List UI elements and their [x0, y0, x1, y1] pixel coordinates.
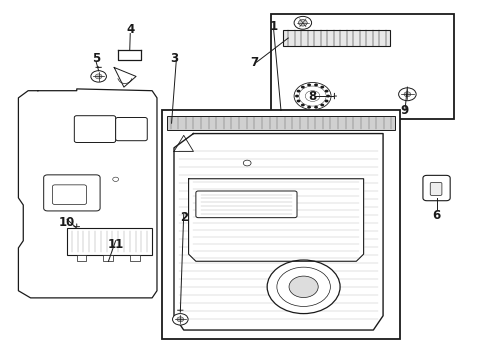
Circle shape — [294, 95, 298, 98]
FancyBboxPatch shape — [52, 185, 86, 204]
Text: 10: 10 — [59, 216, 75, 229]
Circle shape — [298, 86, 325, 106]
Circle shape — [300, 86, 304, 89]
Circle shape — [172, 314, 188, 325]
Circle shape — [296, 90, 300, 93]
Circle shape — [288, 276, 318, 297]
Circle shape — [313, 84, 317, 86]
FancyBboxPatch shape — [74, 116, 116, 143]
FancyBboxPatch shape — [116, 117, 147, 141]
Text: 1: 1 — [269, 20, 277, 33]
FancyBboxPatch shape — [196, 191, 296, 218]
Bar — [162, 111, 399, 339]
Circle shape — [325, 95, 329, 98]
Circle shape — [243, 160, 250, 166]
Bar — [67, 228, 152, 255]
Circle shape — [298, 19, 306, 26]
Circle shape — [296, 100, 300, 103]
FancyBboxPatch shape — [422, 175, 449, 201]
Polygon shape — [114, 67, 136, 87]
Text: 8: 8 — [308, 90, 316, 103]
FancyBboxPatch shape — [43, 175, 100, 211]
Circle shape — [276, 267, 330, 306]
Text: 6: 6 — [431, 209, 440, 222]
Bar — [103, 255, 113, 261]
Polygon shape — [174, 134, 382, 330]
Circle shape — [320, 104, 324, 107]
Circle shape — [293, 82, 330, 110]
Circle shape — [306, 106, 310, 109]
Circle shape — [398, 88, 415, 101]
Circle shape — [91, 71, 106, 82]
Bar — [166, 116, 394, 130]
Text: 4: 4 — [126, 23, 134, 36]
Circle shape — [324, 90, 328, 93]
Circle shape — [95, 74, 102, 79]
Circle shape — [313, 106, 317, 109]
Text: 3: 3 — [170, 52, 178, 65]
Circle shape — [306, 84, 310, 86]
Circle shape — [324, 100, 328, 103]
Circle shape — [305, 91, 319, 102]
Bar — [271, 14, 453, 119]
Bar — [77, 255, 86, 261]
Circle shape — [320, 86, 324, 89]
Text: 9: 9 — [400, 104, 408, 117]
Circle shape — [300, 104, 304, 107]
Circle shape — [113, 177, 118, 181]
FancyBboxPatch shape — [429, 183, 441, 195]
Bar — [283, 30, 389, 46]
Circle shape — [266, 260, 339, 314]
Circle shape — [403, 92, 410, 97]
Circle shape — [293, 17, 311, 29]
Circle shape — [177, 317, 183, 322]
Text: 7: 7 — [250, 55, 258, 69]
Text: 2: 2 — [179, 211, 187, 224]
Text: 5: 5 — [92, 52, 100, 65]
Bar — [130, 255, 140, 261]
Polygon shape — [188, 179, 363, 261]
Polygon shape — [19, 89, 157, 298]
Text: 11: 11 — [107, 238, 123, 251]
